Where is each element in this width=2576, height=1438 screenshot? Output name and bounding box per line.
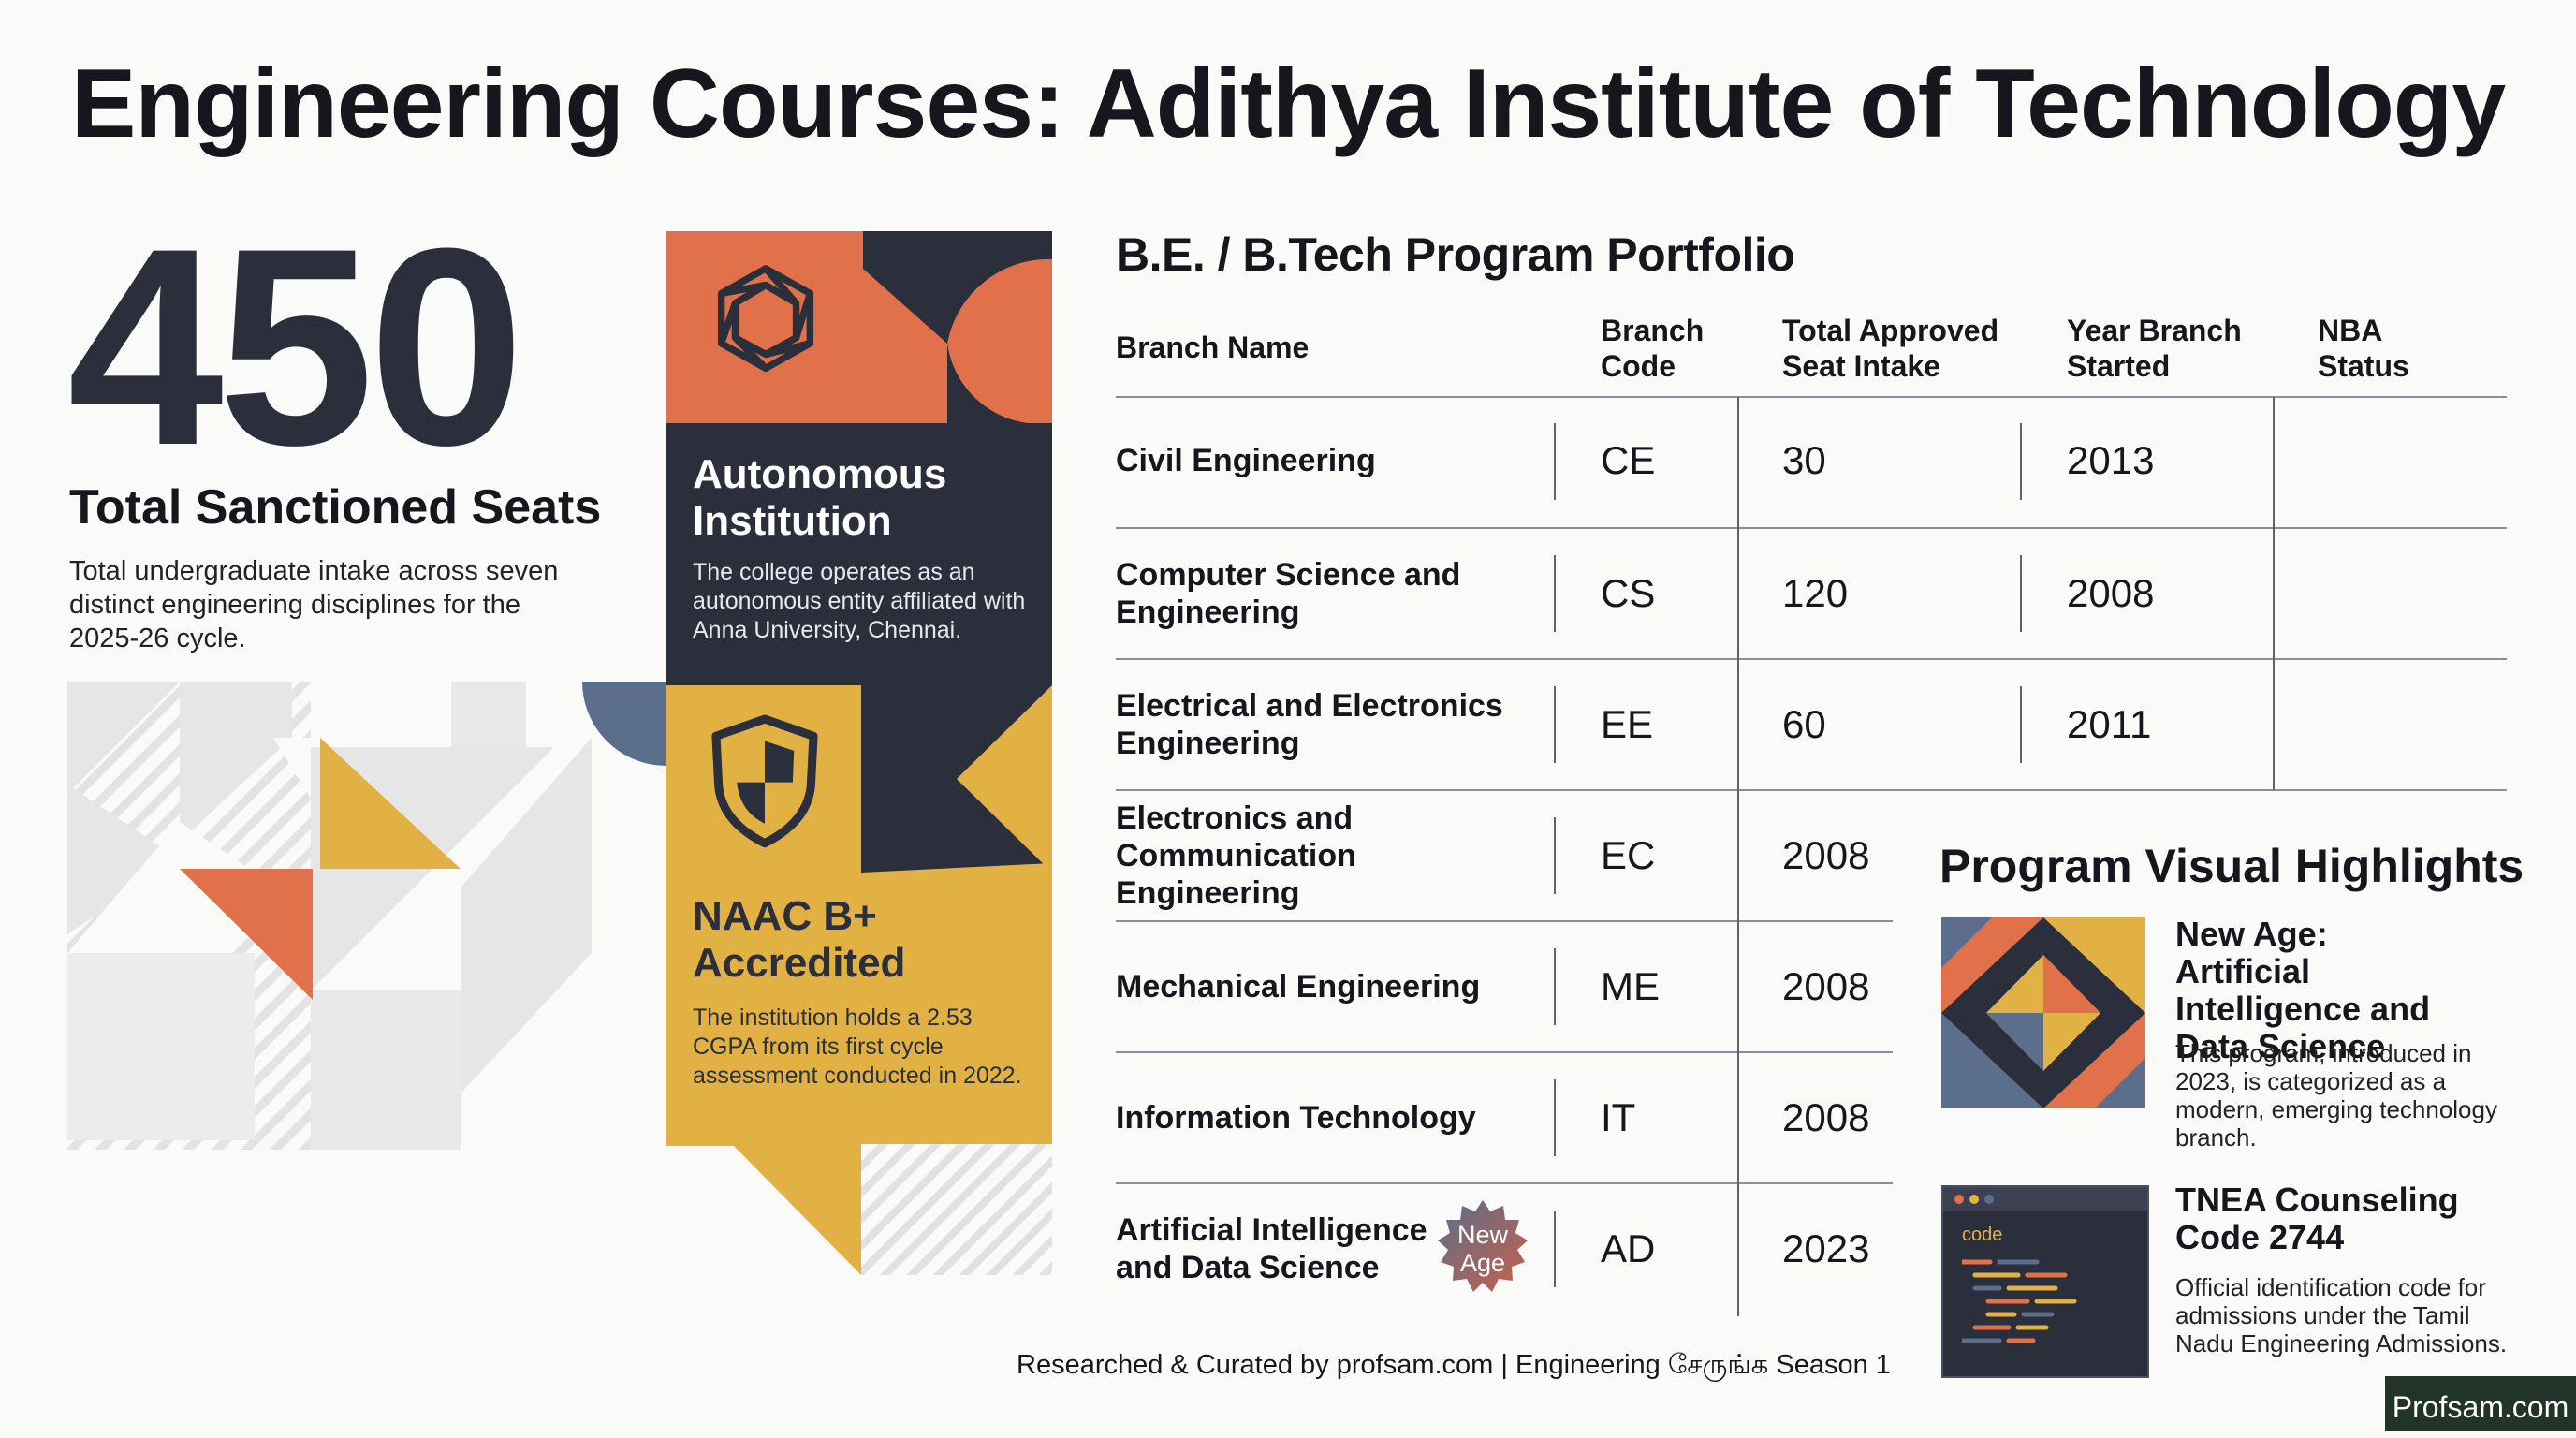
row-it-intake: 2008 [1782,1095,1870,1139]
row-mech-intake: 2008 [1782,964,1870,1008]
autonomous-card-title: Autonomous Institution [693,451,947,544]
highlights-title: Program Visual Highlights [1939,840,2525,892]
autonomous-card-pattern [863,231,1052,423]
table-divider [1116,1182,1893,1184]
header-total-intake: Total Approved Seat Intake [1782,314,1999,383]
table-cell-rule [1554,555,1556,632]
row-cse-name: Computer Science and Engineering [1116,557,1461,630]
highlight-new-age-description: This program, introduced in 2023, is cat… [2175,1039,2497,1152]
table-cell-rule [2020,423,2022,500]
abstract-pattern-icon [1941,917,2145,1108]
window-dot-icon [1954,1195,1964,1204]
row-civil-year: 2013 [2067,438,2155,482]
total-seats-label: Total Sanctioned Seats [69,480,602,535]
row-aids-name: Artificial Intelligence and Data Science [1116,1212,1427,1285]
table-divider [1116,396,2507,398]
row-aids-intake: 2023 [1782,1226,1870,1270]
table-column-rule [1737,397,1739,1316]
autonomous-card: Autonomous Institution The college opera… [666,423,1052,685]
row-civil-code: CE [1601,438,1656,482]
highlight-tnea-heading: TNEA Counseling Code 2744 [2175,1181,2459,1256]
header-year-started: Year Branch Started [2067,314,2242,383]
table-cell-rule [2020,686,2022,763]
brand-logo: Profsam.com [2385,1376,2576,1431]
naac-card-pattern [861,685,1052,873]
table-cell-rule [2020,555,2022,632]
page-title: Engineering Courses: Adithya Institute o… [71,50,2506,158]
badge-seal-icon [1438,1200,1528,1292]
row-mech-code: ME [1601,964,1660,1008]
row-cse-intake: 120 [1782,571,1849,615]
row-cse-year: 2008 [2067,571,2155,615]
row-civil-name: Civil Engineering [1116,443,1376,478]
code-lines-icon [1962,1259,2077,1343]
header-branch-name: Branch Name [1116,330,1310,364]
table-divider [1116,527,2507,529]
row-it-code: IT [1601,1095,1636,1139]
row-eee-year: 2011 [2067,702,2152,746]
header-nba-status: NBA Status [2318,314,2409,383]
highlight-new-age-heading: New Age: Artificial Intelligence and Dat… [2175,915,2431,1065]
highlight-tnea-description: Official identification code for admissi… [2175,1273,2508,1357]
row-it-name: Information Technology [1116,1100,1476,1136]
table-cell-rule [1554,686,1556,763]
new-age-badge-label: New Age [1456,1221,1508,1277]
brand-logo-text: Profsam.com [2392,1390,2569,1424]
footer-credit: Researched & Curated by profsam.com | En… [1017,1350,1891,1380]
code-window-label: code [1962,1225,2003,1245]
row-cse-code: CS [1601,571,1656,615]
table-cell-rule [1554,948,1556,1025]
row-ece-intake: 2008 [1782,833,1870,877]
autonomous-card-description: The college operates as an autonomous en… [693,559,1026,643]
row-aids-code: AD [1601,1226,1656,1270]
table-cell-rule [1554,1211,1556,1287]
header-branch-code: Branch Code [1601,314,1705,383]
table-divider [1116,1051,1893,1053]
naac-card-title: NAAC B+ Accredited [693,893,906,986]
window-dot-icon [1969,1195,1979,1204]
total-seats-value: 450 [67,189,525,504]
table-divider [1116,658,2507,660]
table-cell-rule [1554,423,1556,500]
row-ece-code: EC [1601,833,1656,877]
row-eee-name: Electrical and Electronics Engineering [1116,688,1503,761]
total-seats-description: Total undergraduate intake across seven … [69,556,559,653]
shield-icon [711,714,818,848]
naac-card-description: The institution holds a 2.53 CGPA from i… [693,1005,1022,1089]
table-divider [1116,789,2507,791]
new-age-badge: New Age [1434,1198,1531,1296]
row-ece-name: Electronics and Communication Engineerin… [1116,800,1356,911]
table-divider [1116,920,1893,922]
row-eee-code: EE [1601,702,1654,746]
row-eee-intake: 60 [1782,702,1826,746]
row-civil-intake: 30 [1782,438,1826,482]
naac-card-tail [732,1144,1052,1275]
window-dot-icon [1984,1195,1994,1204]
geometric-decoration [67,682,666,1150]
row-mech-name: Mechanical Engineering [1116,969,1481,1005]
table-cell-rule [1554,1079,1556,1156]
table-cell-rule [1554,817,1556,894]
knot-icon [717,265,814,373]
code-window-icon: code [1941,1185,2149,1378]
naac-card: NAAC B+ Accredited The institution holds… [666,685,1052,1146]
portfolio-title: B.E. / B.Tech Program Portfolio [1116,228,1795,281]
table-column-rule [2273,397,2275,790]
